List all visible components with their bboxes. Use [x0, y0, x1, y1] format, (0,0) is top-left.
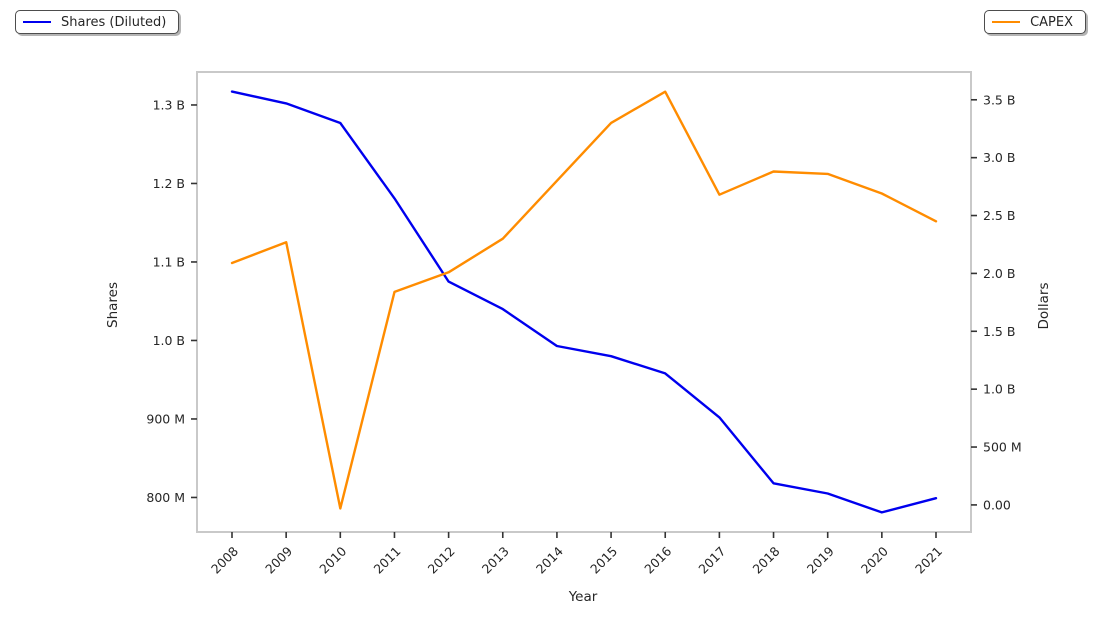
x-tick-label: 2011 — [370, 544, 403, 577]
x-axis-title: Year — [568, 589, 598, 605]
right-tick-label: 1.5 B — [983, 324, 1015, 339]
x-tick-label: 2008 — [208, 543, 241, 576]
x-tick-label: 2020 — [858, 543, 891, 576]
x-tick-label: 2018 — [750, 543, 783, 576]
right-axis-title: Dollars — [1036, 282, 1052, 330]
x-tick-label: 2019 — [804, 543, 837, 576]
left-tick-label: 1.0 B — [153, 333, 185, 348]
legend-shares-label: Shares (Diluted) — [61, 14, 167, 30]
x-tick-label: 2013 — [479, 544, 512, 577]
legend-shares: Shares (Diluted) — [15, 10, 180, 34]
left-tick-label: 1.3 B — [153, 97, 185, 112]
right-tick-label: 2.5 B — [983, 208, 1015, 223]
left-tick-label: 800 M — [146, 490, 185, 505]
plot-frame — [196, 71, 972, 533]
legend-capex: CAPEX — [984, 10, 1086, 34]
right-tick-label: 3.5 B — [983, 92, 1015, 107]
right-tick-label: 0.00 — [983, 497, 1011, 512]
x-tick-label: 2014 — [533, 543, 566, 576]
x-tick-label: 2016 — [641, 543, 674, 576]
capex-line-swatch-icon — [992, 21, 1021, 23]
x-tick-label: 2012 — [425, 544, 458, 577]
x-tick-label: 2010 — [316, 543, 349, 576]
shares-line — [230, 90, 938, 514]
legend-capex-label: CAPEX — [1030, 14, 1073, 30]
shares-line-swatch-icon — [23, 21, 51, 23]
x-tick-label: 2009 — [262, 543, 295, 576]
left-tick-label: 1.2 B — [153, 176, 185, 191]
x-tick-label: 2015 — [587, 544, 620, 577]
right-tick-label: 1.0 B — [983, 382, 1015, 397]
left-tick-label: 1.1 B — [153, 254, 185, 269]
left-tick-label: 900 M — [146, 411, 185, 426]
x-tick-label: 2021 — [912, 544, 945, 577]
right-tick-label: 3.0 B — [983, 150, 1015, 165]
right-tick-label: 500 M — [983, 440, 1022, 455]
capex-line — [230, 90, 938, 510]
right-tick-label: 2.0 B — [983, 266, 1015, 281]
left-axis-title: Shares — [105, 282, 121, 328]
x-tick-label: 2017 — [695, 544, 728, 577]
